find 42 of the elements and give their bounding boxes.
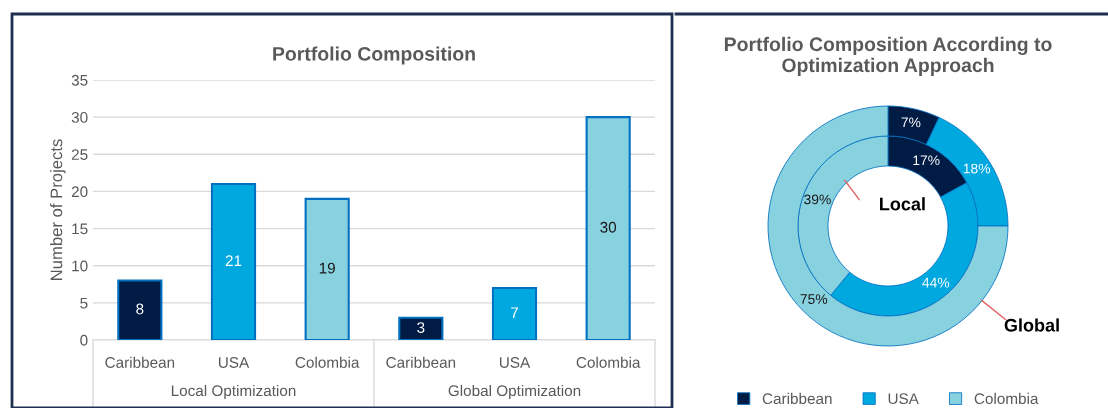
x-tick-label: Colombia <box>295 356 360 368</box>
data-label: 39% <box>804 194 831 205</box>
data-label: 21 <box>225 255 242 266</box>
data-label: 75% <box>800 294 828 304</box>
y-tick-label: 5 <box>80 297 88 309</box>
data-label: 44% <box>922 277 950 288</box>
y-tick-label: 20 <box>71 186 88 198</box>
data-label: 8 <box>136 303 144 315</box>
x-tick-label: Caribbean <box>386 356 456 368</box>
x-tick-label: USA <box>218 357 250 368</box>
y-axis-title: Number of Projects <box>50 139 66 280</box>
data-label: 17% <box>913 155 940 166</box>
y-tick-label: 15 <box>72 223 88 235</box>
y-tick-label: 30 <box>71 112 88 123</box>
text: Global Optimization <box>448 384 581 400</box>
data-label: 7% <box>901 117 921 128</box>
bar <box>398 316 444 340</box>
y-tick-label: 25 <box>71 149 88 160</box>
legend-label: USA <box>888 393 919 405</box>
data-label: 3 <box>417 322 425 333</box>
x-tick-label: Caribbean <box>105 356 175 368</box>
y-tick-label: 35 <box>71 74 88 86</box>
bar <box>585 116 631 340</box>
data-label: 7 <box>511 307 518 318</box>
x-tick-label: Colombia <box>576 356 641 368</box>
bar <box>304 197 350 340</box>
legend-label: Colombia <box>974 392 1039 405</box>
legend-label: Caribbean <box>762 392 832 405</box>
y-tick-label: 10 <box>72 260 88 272</box>
chart-title: Portfolio Composition <box>273 46 475 65</box>
slice-label: Global <box>1004 318 1059 332</box>
chart-title: Portfolio Composition According to Optimization Approach <box>724 36 1052 76</box>
x-tick-label: USA <box>499 357 531 368</box>
data-label: 19 <box>319 262 335 274</box>
bar <box>491 286 538 340</box>
text: Local Optimization <box>171 384 296 400</box>
data-label: 30 <box>600 221 617 233</box>
bar <box>117 279 163 340</box>
y-tick-label: 0 <box>80 334 88 346</box>
slice-label: Local <box>880 197 925 211</box>
bar <box>210 182 257 340</box>
data-label: 18% <box>963 163 991 174</box>
